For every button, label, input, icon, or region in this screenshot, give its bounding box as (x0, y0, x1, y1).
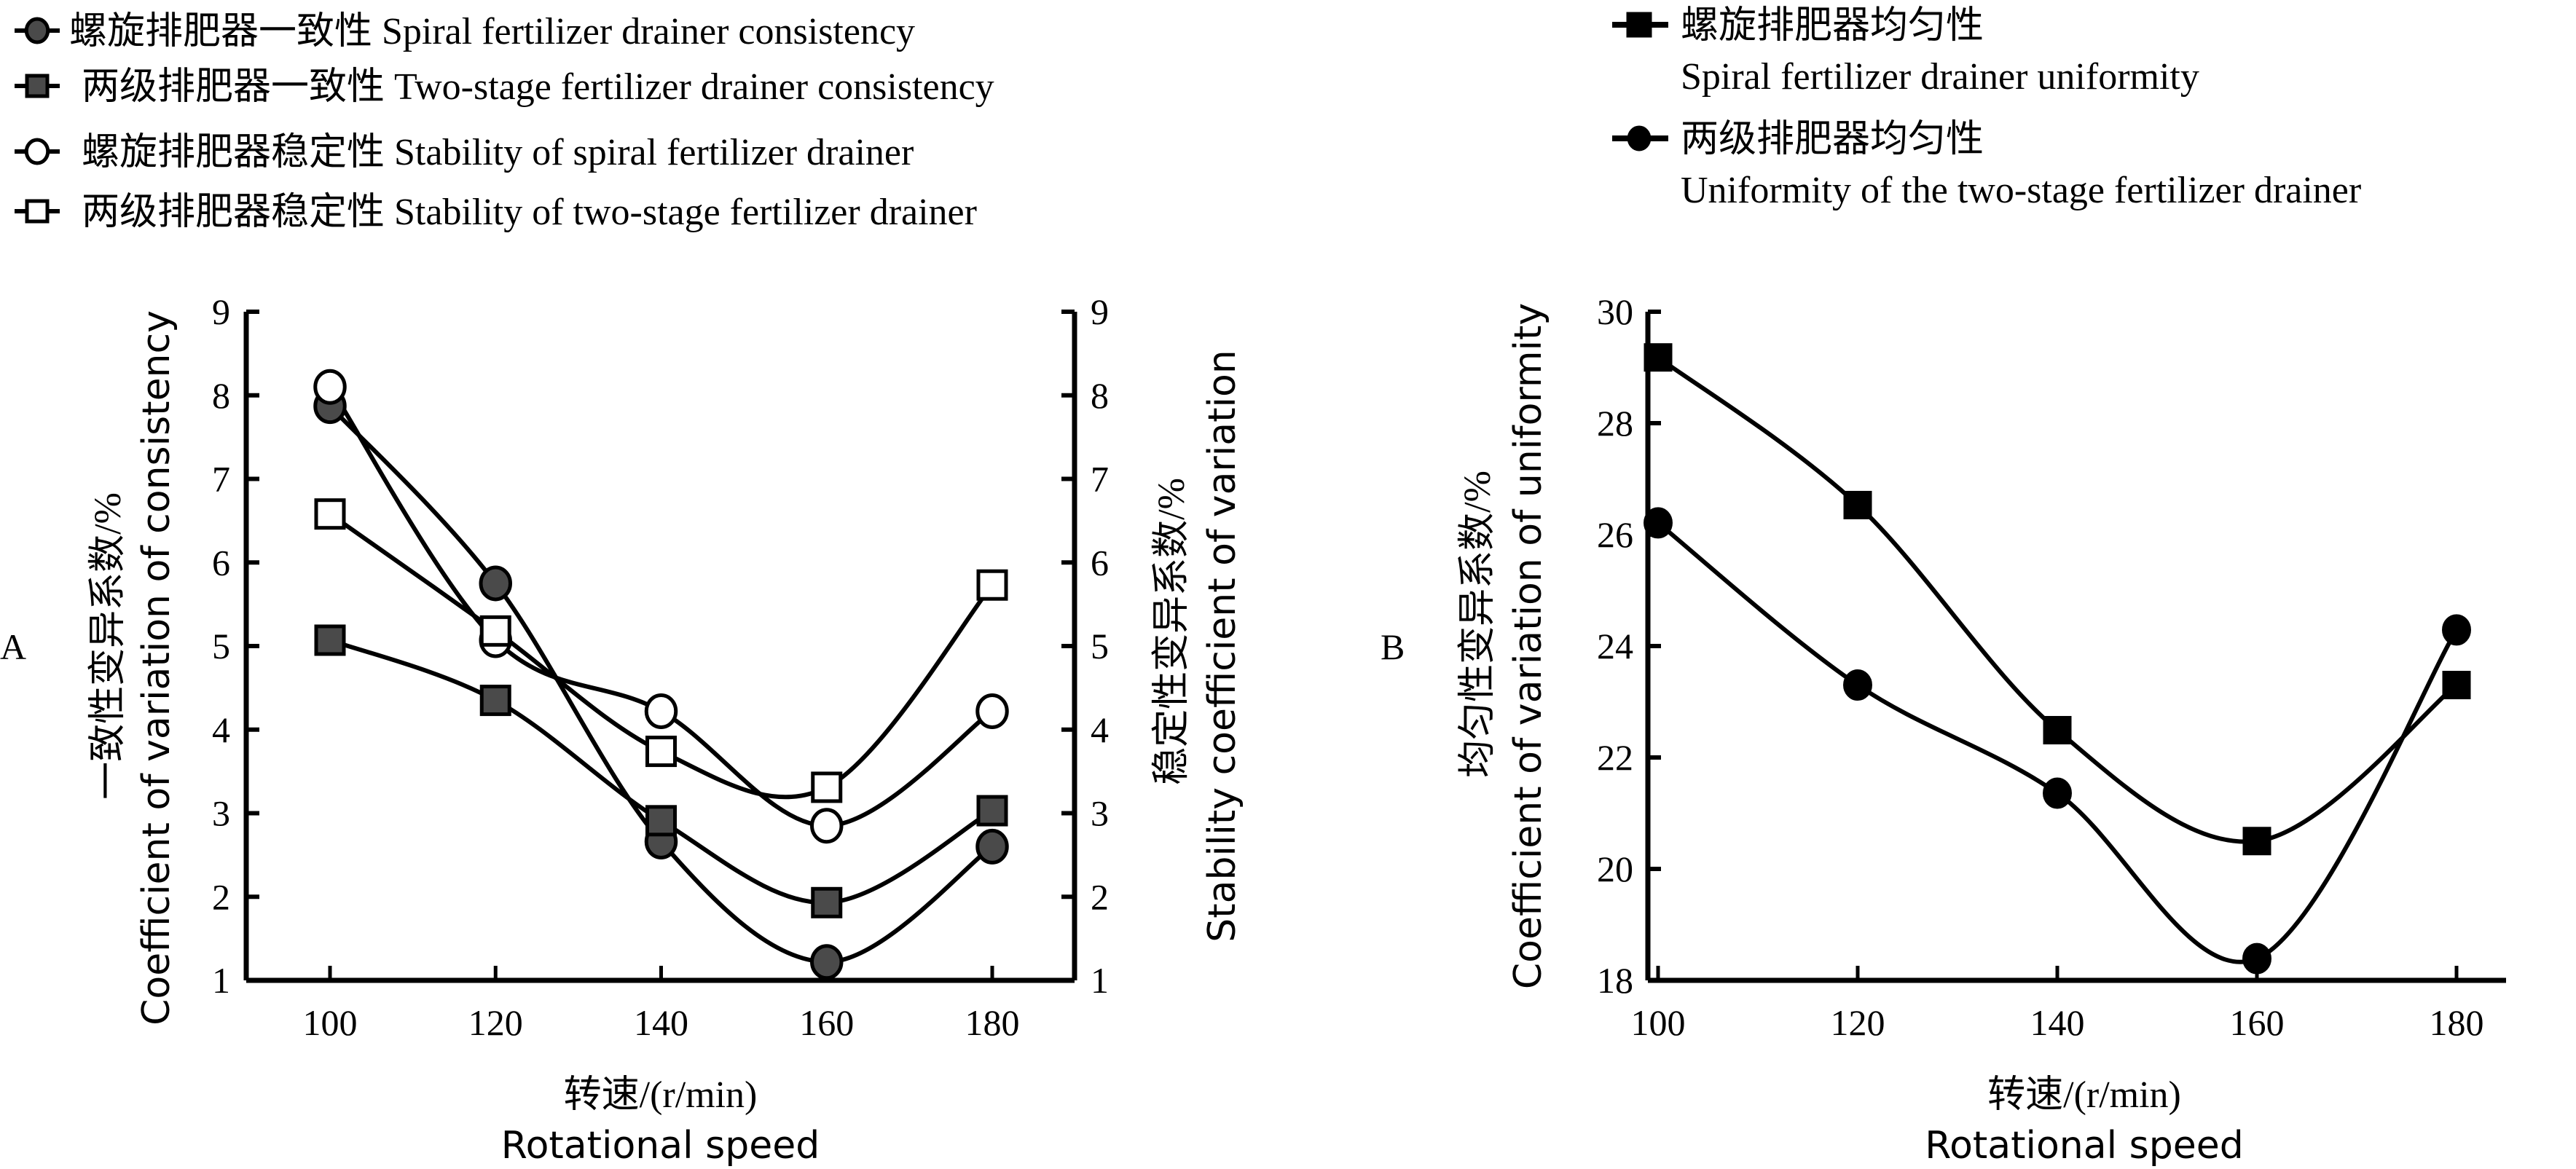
y-tick-label-right: 6 (1091, 542, 1109, 583)
x-axis-title-cn: 转速/(r/min) (564, 1074, 758, 1116)
data-point-s2 (2043, 777, 2072, 809)
data-point-s2 (1644, 507, 1673, 539)
y-axis-title-right-cn: 稳定性变异系数/% (1151, 478, 1193, 785)
y-tick-label: 28 (1597, 403, 1633, 444)
x-tick-label: 180 (965, 1002, 1020, 1043)
y-tick-label-left: 7 (212, 459, 230, 500)
y-tick-label-right: 4 (1091, 709, 1109, 750)
data-point-s2 (1843, 669, 1872, 701)
legend-marker (25, 74, 50, 98)
data-point-s3 (313, 369, 347, 405)
data-point-s1 (1843, 490, 1872, 519)
legend-marker (25, 199, 50, 224)
x-tick-label: 180 (2430, 1002, 2484, 1043)
legend-a: 螺旋排肥器一致性 Spiral fertilizer drainer consi… (15, 11, 994, 233)
chart-a: 1 1 2 2 3 3 4 4 5 5 6 6 7 7 8 8 9 9 100 120 140 160 180 转速/(r/m… (87, 291, 1244, 1168)
legend-label-4: 两级排肥器稳定性 Stability of two-stage fertiliz… (82, 192, 977, 233)
y-tick-label-right: 5 (1091, 626, 1109, 666)
x-tick-label: 120 (1831, 1002, 1885, 1043)
data-point-s4 (976, 569, 1008, 601)
legend-label-3: 螺旋排肥器稳定性 Stability of spiral fertilizer … (82, 132, 914, 173)
legend-label-cn-2: 两级排肥器均匀性 (1681, 119, 1984, 160)
legend-b: 螺旋排肥器均匀性 Spiral fertilizer drainer unifor… (1612, 5, 2361, 211)
y-tick-label-left: 5 (212, 626, 230, 666)
legend-label-2: 两级排肥器一致性 Two-stage fertilizer drainer co… (82, 66, 994, 108)
data-point-s4 (645, 736, 677, 768)
y-tick-label: 24 (1597, 626, 1633, 666)
y-axis-title-left-cn: 一致性变异系数/% (87, 492, 129, 800)
data-point-s1 (2242, 827, 2271, 856)
x-tick-label: 140 (2030, 1002, 2085, 1043)
y-tick-label-right: 7 (1091, 459, 1109, 500)
y-tick-label: 18 (1597, 960, 1633, 1001)
data-point-s3 (810, 808, 844, 844)
y-tick-label-left: 6 (212, 542, 230, 583)
series-line-2 (329, 638, 994, 905)
y-tick-label: 22 (1597, 737, 1633, 778)
legend-label-en-1: Spiral fertilizer drainer uniformity (1681, 56, 2199, 98)
data-point-s2 (2242, 942, 2271, 975)
x-axis-title-en: Rotational speed (1925, 1124, 2243, 1168)
data-point-s4 (811, 771, 843, 803)
data-point-s4 (314, 498, 346, 530)
y-tick-label-right: 8 (1091, 375, 1109, 416)
data-point-s1 (2043, 716, 2072, 745)
y-axis-title-cn: 均匀性变异系数/% (1457, 471, 1499, 778)
data-point-s2 (2442, 614, 2471, 646)
legend-marker (24, 17, 50, 44)
data-point-s2 (314, 624, 346, 656)
legend-label-cn-1: 螺旋排肥器均匀性 (1681, 5, 1984, 47)
data-point-s1 (1644, 343, 1673, 372)
legend-marker (24, 138, 50, 165)
series-line-2 (1657, 521, 2459, 964)
chart-b: 18 20 22 24 26 28 30 100 120 140 160 180 转速/(r/min) R… (1457, 291, 2506, 1168)
panel-label-a: A (0, 626, 26, 667)
y-tick-label-left: 8 (212, 375, 230, 416)
y-tick-label-left: 1 (212, 960, 230, 1001)
data-point-s3 (644, 693, 678, 730)
legend-label-1: 螺旋排肥器一致性 Spiral fertilizer drainer consi… (69, 11, 915, 52)
data-point-s2 (479, 685, 511, 717)
y-tick-label: 30 (1597, 291, 1633, 332)
y-axis-title-right-en: Stability coefficient of variation (1201, 350, 1244, 942)
panel-label-b: B (1381, 626, 1405, 667)
data-point-s1 (810, 944, 844, 980)
legend-marker (1626, 12, 1652, 38)
x-tick-label: 120 (468, 1002, 523, 1043)
data-point-s3 (975, 693, 1009, 730)
data-point-s1 (2442, 671, 2471, 700)
x-axis-title-cn: 转速/(r/min) (1987, 1074, 2181, 1116)
y-tick-label-right: 1 (1091, 960, 1109, 1001)
x-tick-label: 100 (303, 1002, 358, 1043)
data-point-s2 (645, 805, 677, 837)
y-axis-title-en: Coefficient of variation of uniformity (1507, 303, 1550, 989)
legend-marker (1627, 125, 1652, 151)
x-tick-label: 140 (634, 1002, 688, 1043)
data-point-s4 (479, 615, 511, 647)
y-tick-label-right: 3 (1091, 793, 1109, 834)
y-tick-label: 20 (1597, 849, 1633, 889)
x-tick-label: 160 (799, 1002, 854, 1043)
legend-label-en-2: Uniformity of the two-stage fertilizer d… (1681, 170, 2361, 211)
y-tick-label: 26 (1597, 514, 1633, 555)
y-tick-label-right: 9 (1091, 291, 1109, 332)
series-line-1 (1657, 355, 2458, 844)
y-axis-title-left-en: Coefficient of variation of consistency (135, 310, 178, 1026)
x-axis-title-en: Rotational speed (501, 1124, 820, 1168)
data-point-s2 (976, 795, 1008, 827)
data-point-s1 (479, 565, 512, 602)
data-point-s1 (975, 828, 1009, 865)
y-tick-label-left: 3 (212, 793, 230, 834)
x-tick-label: 100 (1631, 1002, 1686, 1043)
y-tick-label-right: 2 (1091, 876, 1109, 917)
y-tick-label-left: 4 (212, 709, 230, 750)
x-tick-label: 160 (2230, 1002, 2285, 1043)
y-tick-label-left: 2 (212, 876, 230, 917)
data-point-s2 (811, 886, 843, 918)
y-tick-label-left: 9 (212, 291, 230, 332)
